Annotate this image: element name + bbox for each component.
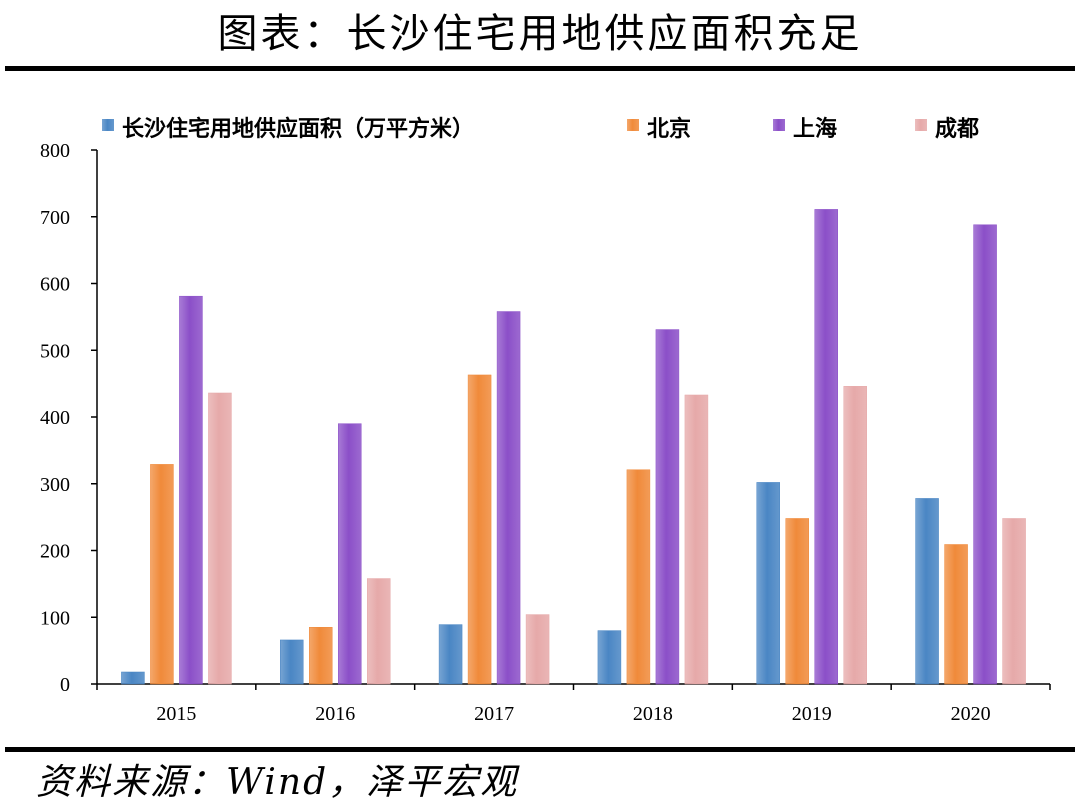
y-tick-label: 500 (40, 340, 70, 362)
bar (973, 224, 997, 685)
bar (684, 394, 709, 685)
y-tick-label: 200 (40, 541, 70, 563)
top-divider (5, 66, 1075, 71)
bar (597, 630, 622, 685)
x-tick-label: 2015 (156, 703, 196, 725)
legend-swatch (102, 119, 114, 131)
chart-bars (121, 209, 1026, 685)
legend-label: 北京 (647, 116, 691, 142)
source-note: 资料来源：Wind，泽平宏观 (36, 762, 519, 803)
bottom-divider (5, 747, 1075, 752)
legend-swatch (773, 119, 785, 131)
bar (843, 386, 867, 685)
y-axis: 0 100 200 300 400 500 600 700 800 (40, 140, 98, 696)
bar (1002, 518, 1026, 685)
bar (280, 639, 304, 685)
legend-label: 长沙住宅用地供应面积（万平方米） (122, 116, 474, 142)
x-axis: 2015 2016 2017 2018 2019 2020 (96, 683, 1051, 725)
x-tick-label: 2016 (315, 703, 355, 725)
legend-swatch (627, 119, 639, 131)
bar (525, 614, 550, 685)
bar (208, 392, 232, 685)
bar (150, 464, 174, 685)
y-tick-label: 400 (40, 407, 70, 429)
bar (338, 423, 362, 685)
bar (785, 518, 809, 685)
legend-label: 上海 (793, 116, 837, 142)
bar (814, 209, 838, 685)
y-tick-label: 300 (40, 474, 70, 496)
page-title: 图表：长沙住宅用地供应面积充足 (217, 11, 863, 57)
bar (179, 295, 203, 685)
y-tick-label: 0 (60, 674, 70, 696)
y-tick-label: 700 (40, 207, 70, 229)
x-tick-label: 2020 (951, 703, 991, 725)
bar (915, 498, 939, 685)
legend-swatch (915, 119, 927, 131)
bar-chart: 长沙住宅用地供应面积（万平方米） 北京 上海 成都 0 100 200 300 400 500 6… (40, 116, 1051, 725)
y-tick-label: 800 (40, 140, 70, 162)
y-tick-label: 600 (40, 274, 70, 296)
bar (756, 482, 780, 685)
y-tick-label: 100 (40, 607, 70, 629)
chart-legend: 长沙住宅用地供应面积（万平方米） 北京 上海 成都 (102, 116, 979, 142)
bar (626, 469, 651, 685)
bar (655, 329, 680, 685)
bar (438, 624, 463, 685)
x-tick-label: 2019 (792, 703, 832, 725)
bar (944, 544, 968, 685)
legend-label: 成都 (935, 117, 979, 142)
bar (367, 578, 391, 685)
bar (467, 374, 492, 685)
x-tick-label: 2017 (474, 703, 514, 725)
bar (496, 311, 521, 685)
x-tick-label: 2018 (633, 703, 673, 725)
bar (309, 627, 333, 685)
bar (121, 671, 145, 685)
